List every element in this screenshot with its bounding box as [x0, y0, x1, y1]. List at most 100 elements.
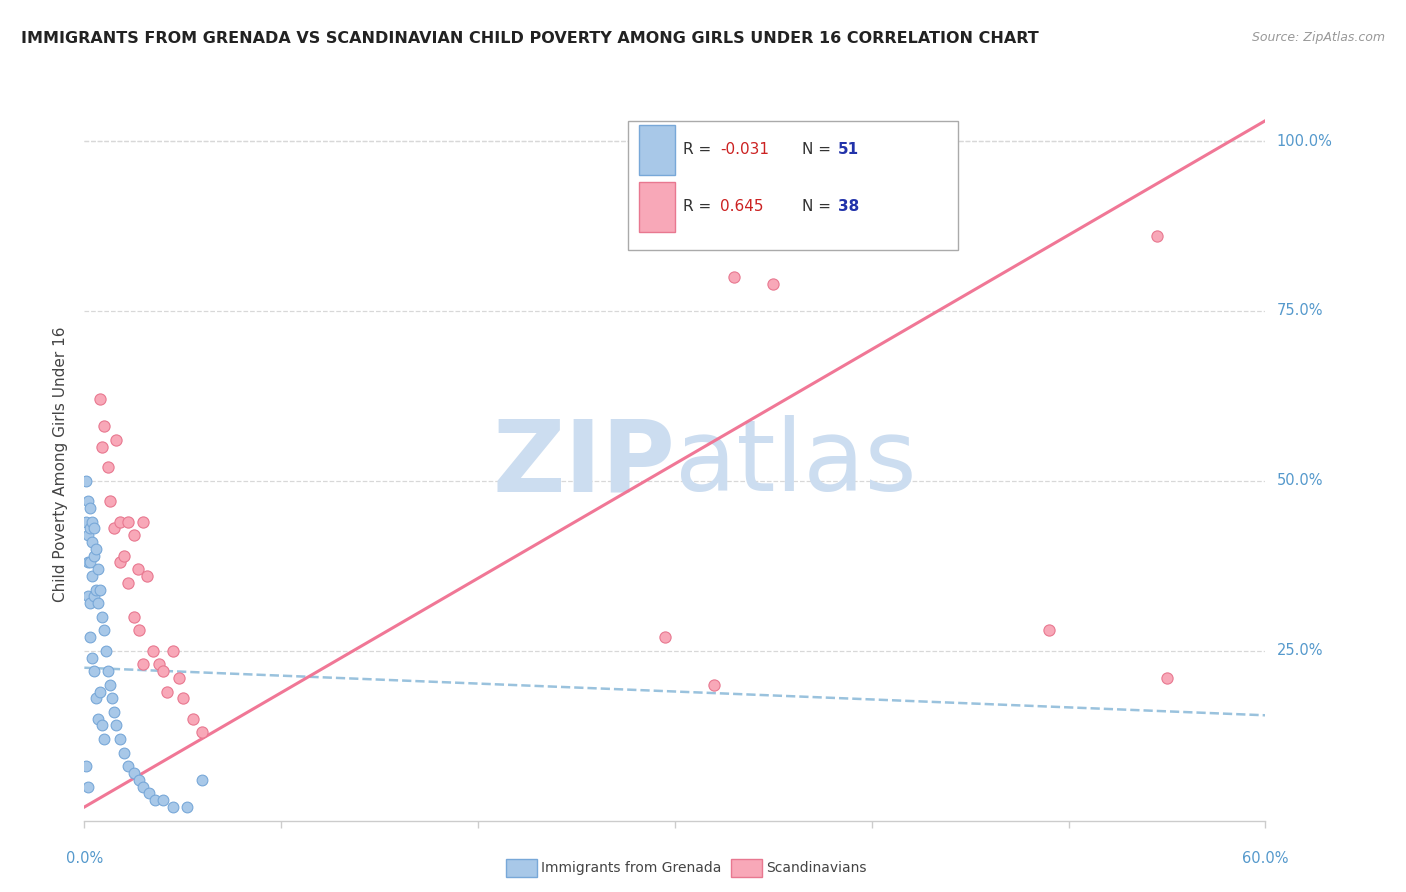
Point — [142, 644, 165, 658]
Point — [82, 569, 104, 583]
Point — [673, 134, 696, 148]
Text: 100.0%: 100.0% — [1277, 134, 1333, 149]
Point — [654, 630, 676, 644]
Point — [83, 549, 105, 563]
Point — [101, 691, 124, 706]
Point — [83, 521, 105, 535]
Point — [112, 746, 135, 760]
Text: N =: N = — [803, 143, 837, 157]
Text: 60.0%: 60.0% — [1241, 851, 1289, 866]
Point — [143, 793, 166, 807]
Point — [122, 766, 145, 780]
Point — [108, 555, 131, 569]
Point — [127, 562, 149, 576]
Point — [91, 718, 114, 732]
Point — [82, 535, 104, 549]
Point — [128, 772, 150, 787]
Point — [1146, 229, 1168, 244]
Point — [89, 684, 111, 698]
Point — [103, 705, 125, 719]
Text: N =: N = — [803, 200, 837, 214]
Text: 38: 38 — [838, 200, 859, 214]
Point — [148, 657, 170, 672]
Point — [162, 800, 184, 814]
Point — [79, 630, 101, 644]
Point — [122, 609, 145, 624]
Point — [91, 609, 114, 624]
Point — [75, 515, 97, 529]
Point — [191, 725, 214, 739]
Point — [156, 684, 179, 698]
FancyBboxPatch shape — [640, 182, 675, 232]
Text: 50.0%: 50.0% — [1277, 474, 1323, 488]
Text: 75.0%: 75.0% — [1277, 303, 1323, 318]
Point — [84, 691, 107, 706]
Point — [93, 624, 115, 638]
Point — [108, 515, 131, 529]
Point — [77, 494, 100, 508]
Point — [97, 664, 120, 678]
Point — [84, 582, 107, 597]
Point — [138, 787, 160, 801]
Text: R =: R = — [683, 200, 716, 214]
Text: 0.645: 0.645 — [720, 200, 763, 214]
Point — [87, 596, 110, 610]
Point — [167, 671, 190, 685]
Point — [1156, 671, 1178, 685]
Point — [75, 759, 97, 773]
Point — [84, 541, 107, 556]
Text: ZIP: ZIP — [492, 416, 675, 512]
Point — [1038, 624, 1060, 638]
Point — [89, 392, 111, 407]
Point — [821, 134, 844, 148]
Point — [79, 555, 101, 569]
Text: Source: ZipAtlas.com: Source: ZipAtlas.com — [1251, 31, 1385, 45]
Point — [132, 515, 155, 529]
Point — [82, 650, 104, 665]
Text: -0.031: -0.031 — [720, 143, 769, 157]
Point — [87, 562, 110, 576]
Point — [93, 419, 115, 434]
Y-axis label: Child Poverty Among Girls Under 16: Child Poverty Among Girls Under 16 — [53, 326, 69, 601]
Point — [82, 515, 104, 529]
Point — [98, 678, 121, 692]
Point — [98, 494, 121, 508]
FancyBboxPatch shape — [640, 125, 675, 175]
Point — [83, 590, 105, 604]
Point — [122, 528, 145, 542]
Text: Scandinavians: Scandinavians — [766, 861, 866, 875]
Point — [117, 759, 139, 773]
Point — [79, 501, 101, 516]
FancyBboxPatch shape — [627, 121, 959, 250]
Point — [89, 582, 111, 597]
Point — [132, 657, 155, 672]
Point — [79, 521, 101, 535]
Text: atlas: atlas — [675, 416, 917, 512]
Point — [77, 590, 100, 604]
Text: Immigrants from Grenada: Immigrants from Grenada — [541, 861, 721, 875]
Text: 25.0%: 25.0% — [1277, 643, 1323, 658]
Point — [108, 732, 131, 747]
Point — [77, 555, 100, 569]
Point — [703, 678, 725, 692]
Point — [94, 644, 117, 658]
Point — [762, 277, 785, 291]
Point — [176, 800, 198, 814]
Point — [162, 644, 184, 658]
Point — [112, 549, 135, 563]
Point — [93, 732, 115, 747]
Point — [104, 433, 127, 447]
Point — [91, 440, 114, 454]
Point — [181, 712, 204, 726]
Text: IMMIGRANTS FROM GRENADA VS SCANDINAVIAN CHILD POVERTY AMONG GIRLS UNDER 16 CORRE: IMMIGRANTS FROM GRENADA VS SCANDINAVIAN … — [21, 31, 1039, 46]
Point — [77, 528, 100, 542]
Point — [172, 691, 194, 706]
Point — [97, 460, 120, 475]
Point — [191, 772, 214, 787]
Point — [128, 624, 150, 638]
Point — [104, 718, 127, 732]
Point — [103, 521, 125, 535]
Text: R =: R = — [683, 143, 716, 157]
Point — [79, 596, 101, 610]
Text: 51: 51 — [838, 143, 859, 157]
